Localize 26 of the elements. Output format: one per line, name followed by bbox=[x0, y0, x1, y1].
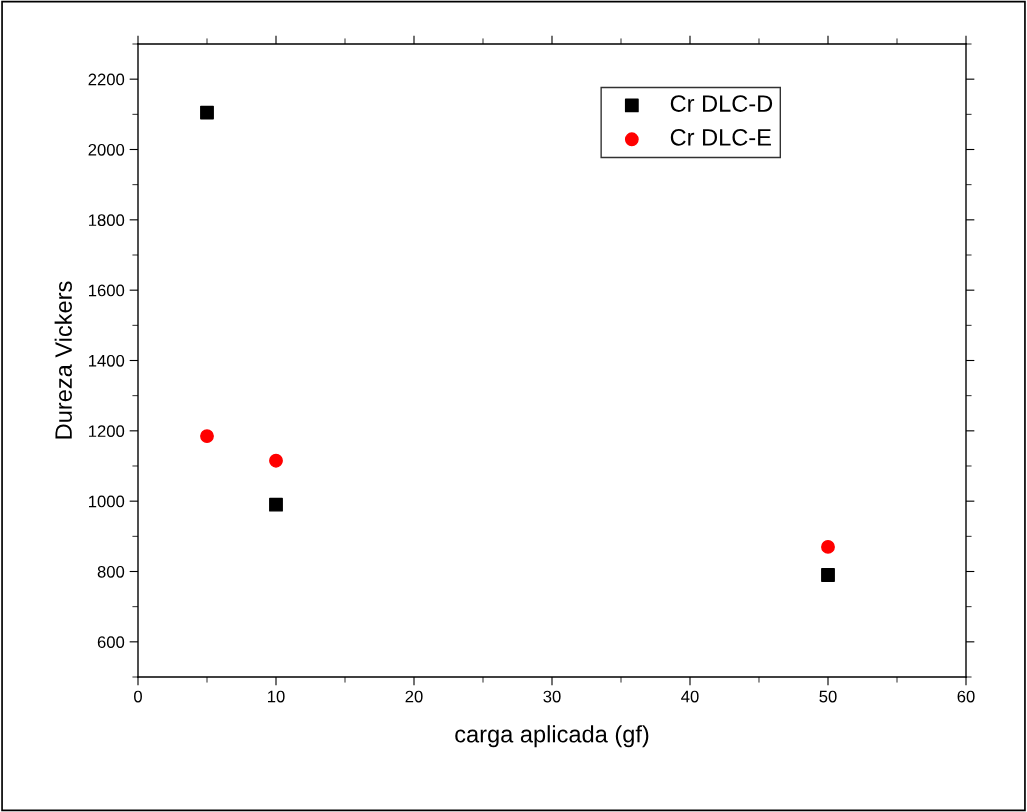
y-tick-label: 1200 bbox=[89, 425, 125, 438]
x-tick-label: 50 bbox=[819, 690, 837, 703]
legend-label: Cr DLC-D bbox=[670, 95, 773, 112]
point bbox=[821, 568, 835, 582]
point bbox=[821, 539, 835, 554]
x-axis-title: carga aplicada (gf) bbox=[455, 725, 649, 748]
x-tick-label: 20 bbox=[405, 690, 423, 703]
y-tick-label: 800 bbox=[97, 565, 125, 578]
y-tick-label: 600 bbox=[97, 636, 125, 649]
x-tick-label: 60 bbox=[957, 690, 975, 703]
point bbox=[269, 497, 283, 512]
y-tick-label: 1400 bbox=[89, 354, 125, 367]
point bbox=[269, 453, 283, 468]
x-tick-label: 0 bbox=[134, 690, 142, 703]
point bbox=[200, 429, 214, 444]
x-tick-label: 10 bbox=[268, 690, 285, 703]
y-tick-label: 1000 bbox=[89, 495, 125, 508]
legend-label: Cr DLC-E bbox=[670, 128, 771, 146]
y-tick-label: 2200 bbox=[88, 73, 125, 86]
x-tick-label: 30 bbox=[543, 690, 561, 703]
y-tick-label: 1800 bbox=[89, 214, 125, 227]
x-tick-label: 40 bbox=[681, 690, 699, 703]
y-axis-title: Dureza Vickers bbox=[54, 281, 72, 439]
point bbox=[200, 105, 214, 120]
y-tick-label: 1600 bbox=[89, 284, 125, 297]
y-tick-label: 2000 bbox=[88, 143, 125, 156]
